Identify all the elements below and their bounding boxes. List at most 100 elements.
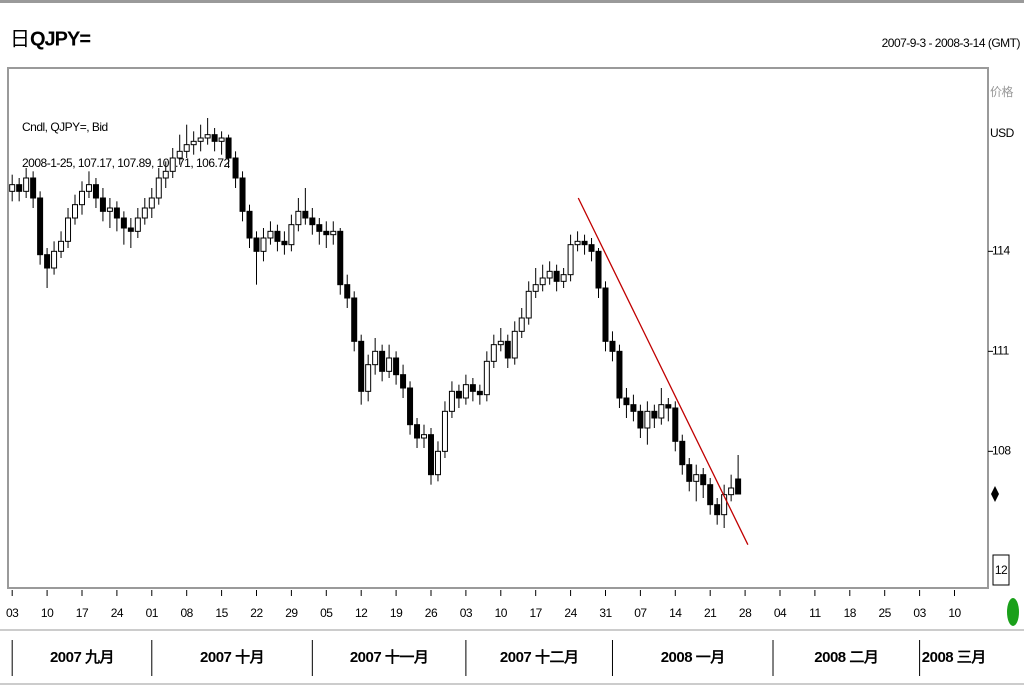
candle-body (616, 350, 623, 399)
x-tick-label: 24 (564, 606, 577, 620)
candle-body (595, 250, 602, 289)
candle-body (16, 184, 23, 192)
candle-body (30, 177, 37, 199)
candle-body (113, 207, 120, 219)
x-tick-label: 17 (76, 606, 89, 620)
candle-body (393, 357, 400, 376)
candle-body (211, 134, 218, 142)
candle-body (427, 434, 434, 476)
plot-area (7, 67, 989, 589)
candle-body (483, 360, 490, 396)
y-tick-label: 108 (992, 444, 1011, 458)
candle-body (588, 244, 595, 252)
candle-body (386, 357, 393, 372)
month-label: 2007 十二月 (500, 648, 579, 666)
candle-body (511, 330, 518, 359)
candle-body (239, 177, 246, 212)
candle-body (58, 240, 65, 252)
x-tick-label: 03 (913, 606, 926, 620)
x-tick-label: 03 (460, 606, 473, 620)
x-tick-label: 10 (41, 606, 54, 620)
month-label: 2007 十一月 (350, 648, 429, 666)
x-tick-label: 14 (669, 606, 682, 620)
candle-body (372, 350, 379, 366)
x-tick-label: 24 (111, 606, 124, 620)
candle-body (658, 404, 665, 419)
x-tick-label: 03 (6, 606, 19, 620)
candle-body (92, 184, 99, 199)
candle-body (455, 390, 462, 399)
candle-body (72, 204, 79, 219)
x-tick-label: 17 (530, 606, 543, 620)
month-label: 2008 二月 (814, 649, 878, 666)
window-top-border (0, 0, 1024, 3)
candle-body (539, 277, 546, 286)
candle-body (183, 144, 190, 152)
legend-name: Cndl, QJPY=, Bid (22, 120, 108, 134)
candle-body (246, 210, 253, 239)
last-price-marker (991, 486, 999, 502)
y-axis-label: 价格 (990, 84, 1014, 99)
candle-body (197, 137, 204, 142)
candle-body (693, 474, 700, 482)
candle-body (65, 217, 72, 242)
x-tick-label: 04 (774, 606, 787, 620)
candle-body (672, 407, 679, 442)
candle-body (602, 287, 609, 342)
candle-body (462, 384, 469, 399)
x-tick-label: 08 (181, 606, 194, 620)
price-box (992, 554, 1010, 586)
x-tick-label: 10 (948, 606, 961, 620)
candle-body (721, 494, 728, 516)
date-range: 2007-9-3 - 2008-3-14 (GMT) (882, 36, 1021, 50)
candle-body (218, 137, 225, 142)
y-axis-unit: USD (990, 126, 1015, 140)
x-tick-label: 05 (320, 606, 333, 620)
candle-body (434, 450, 441, 476)
candle-body (225, 137, 232, 159)
candle-body (51, 250, 58, 269)
candle-body (490, 344, 497, 362)
x-tick-label: 31 (599, 606, 612, 620)
candle-body (651, 410, 658, 419)
x-tick-label: 12 (355, 606, 368, 620)
candle-body (567, 244, 574, 276)
y-tick-label: 111 (992, 344, 1010, 358)
x-tick-label: 21 (704, 606, 717, 620)
candle-body (260, 237, 267, 252)
candle-body (532, 284, 539, 292)
candle-body (728, 487, 735, 496)
month-label: 2007 九月 (50, 648, 114, 666)
candle-body (99, 197, 106, 212)
candle-body (281, 240, 288, 246)
candle-body (735, 478, 742, 495)
candle-body (176, 150, 183, 159)
candle-body (518, 317, 525, 332)
x-tick-label: 28 (739, 606, 752, 620)
candle-body (134, 217, 141, 232)
candle-body (9, 184, 16, 192)
candle-body (560, 274, 567, 282)
x-tick-label: 01 (146, 606, 159, 620)
candle-body (553, 270, 560, 282)
candle-body (309, 217, 316, 226)
candle-body (190, 140, 197, 146)
candle-body (85, 184, 92, 192)
candle-body (630, 404, 637, 412)
candle-body (421, 434, 428, 439)
candle-body (204, 134, 211, 139)
candle-body (78, 190, 85, 206)
candle-body (337, 230, 344, 286)
period-icon: 日 (10, 28, 30, 50)
candle-body (441, 410, 448, 452)
candle-body (148, 197, 155, 209)
candle-body (106, 207, 113, 212)
month-label: 2007 十月 (200, 648, 264, 666)
candle-body (120, 217, 127, 229)
candle-body (476, 390, 483, 396)
status-indicator[interactable] (1007, 598, 1019, 626)
month-label: 2008 一月 (661, 649, 725, 666)
candle-body (44, 254, 51, 269)
candle-body (707, 484, 714, 506)
